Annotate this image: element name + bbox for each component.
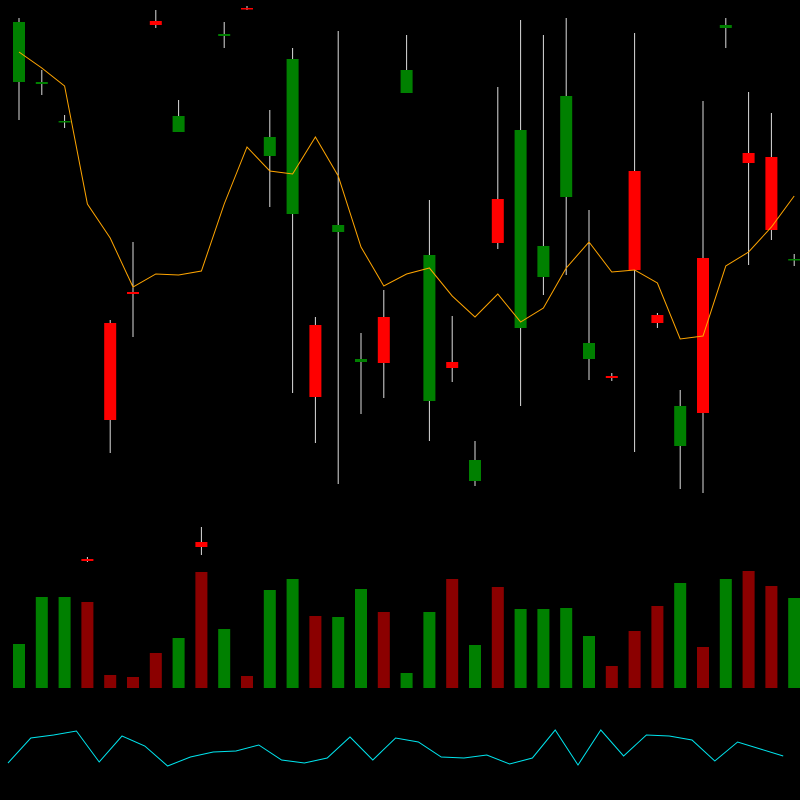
volume-bar (58, 597, 71, 688)
candle-body (400, 70, 413, 93)
candle-body (81, 559, 94, 561)
candle-body (583, 343, 595, 359)
candle-body (309, 325, 322, 397)
candle-body (491, 199, 504, 243)
candle-body (104, 323, 117, 420)
candle-body (127, 292, 139, 294)
volume-bar (149, 653, 162, 688)
volume-bar (719, 579, 732, 688)
candle-body (377, 317, 390, 363)
candle-body (446, 362, 459, 368)
candle-body (58, 121, 71, 123)
candle-body (765, 157, 778, 230)
volume-bar (104, 675, 117, 688)
volume-bar (514, 609, 527, 688)
volume-bar (469, 645, 481, 688)
volume-bar (81, 602, 94, 688)
volume-bar (628, 631, 641, 688)
candle-body (651, 315, 664, 323)
candle-body (788, 259, 800, 261)
volume-bar (286, 579, 299, 688)
volume-bar (788, 598, 800, 688)
volume-bar (400, 673, 413, 688)
candle-body (560, 96, 573, 197)
volume-bar (172, 638, 185, 688)
volume-bar (446, 579, 459, 688)
candle-body (605, 376, 618, 378)
candle-body (241, 8, 253, 10)
volume-bar (674, 583, 687, 688)
volume-bar (35, 597, 48, 688)
volume-bar (423, 612, 436, 688)
volume-bar (241, 676, 253, 688)
candle-body (332, 225, 345, 232)
candle-body (149, 21, 162, 25)
candle-body (423, 255, 436, 401)
volume-bar (332, 617, 345, 688)
volume-bar (697, 647, 709, 688)
volume-bar (491, 587, 504, 688)
volume-bar (309, 616, 322, 688)
volume-bar (765, 586, 778, 688)
volume-bar (651, 606, 664, 688)
volume-bar (742, 571, 755, 688)
volume-bar (127, 677, 139, 688)
volume-bar (355, 589, 367, 688)
candle-body (719, 25, 732, 28)
candle-body (286, 59, 299, 214)
candle-body (514, 130, 527, 328)
candle-body (537, 246, 550, 277)
moving-average-line (18, 51, 795, 340)
candle-body (355, 359, 367, 362)
candle-body (674, 406, 687, 446)
volume-bar (583, 636, 595, 688)
volume-bar (537, 609, 550, 688)
candle-body (172, 116, 185, 132)
volume-bar (605, 666, 618, 688)
indicator-line (7, 729, 784, 767)
candle-body (35, 82, 48, 84)
candle-body (742, 153, 755, 163)
volume-bar (218, 629, 231, 688)
candle-body (263, 137, 276, 156)
candle-body (469, 460, 481, 481)
volume-bar (13, 644, 25, 688)
candle-body (218, 34, 231, 36)
candle-body (628, 171, 641, 270)
volume-bar (560, 608, 573, 688)
volume-bar (377, 612, 390, 688)
volume-bar (263, 590, 276, 688)
candle-body (195, 542, 208, 547)
volume-bar (195, 572, 208, 688)
